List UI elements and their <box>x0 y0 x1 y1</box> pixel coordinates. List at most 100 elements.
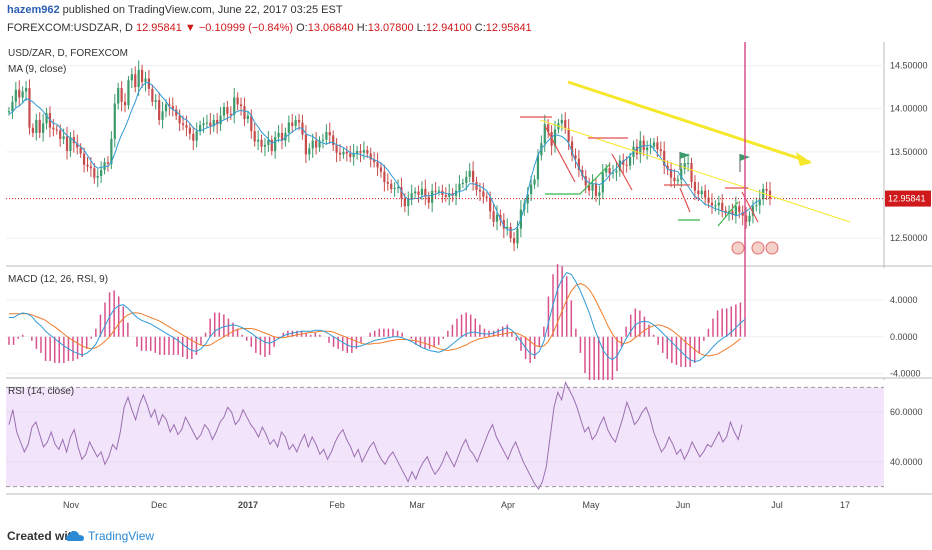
candle-body <box>669 169 673 178</box>
candle-body <box>373 159 376 163</box>
candle-body <box>11 101 14 112</box>
candle-body <box>611 172 615 174</box>
candle-body <box>427 196 430 203</box>
last-price: 12.95841 <box>135 22 182 34</box>
candle-body <box>745 215 748 222</box>
time-tick-label: May <box>582 500 600 510</box>
rsi-pane-title: RSI (14, close) <box>8 386 74 397</box>
candle-body <box>741 212 744 216</box>
candle-body <box>577 158 581 170</box>
candle-body <box>110 138 113 164</box>
candle-body <box>229 113 232 115</box>
candle-body <box>608 168 611 174</box>
candle-body <box>676 179 679 182</box>
candle-body <box>369 153 372 160</box>
candle-body <box>250 115 253 132</box>
candle-body <box>403 198 406 207</box>
time-tick-label: Jul <box>771 500 783 510</box>
candle-body <box>38 119 41 133</box>
ma-indicator-label: MA (9, close) <box>8 64 66 75</box>
low-value: 12.94100 <box>425 22 472 34</box>
candle-body <box>686 163 690 165</box>
candle-body <box>198 125 202 132</box>
candle-body <box>52 127 55 130</box>
candle-body <box>154 100 157 102</box>
candle-body <box>328 132 331 136</box>
candle-body <box>748 215 751 222</box>
candle-body <box>226 106 229 114</box>
candle-body <box>710 202 714 206</box>
candle-body <box>188 127 191 134</box>
candle-body <box>492 211 495 222</box>
candle-body <box>76 143 79 148</box>
candle-body <box>489 197 492 212</box>
candle-body <box>530 184 533 195</box>
candle-body <box>400 187 403 199</box>
candle-body <box>366 150 369 154</box>
candle-body <box>693 182 697 191</box>
candle-body <box>239 104 243 107</box>
tradingview-brand[interactable]: TradingView <box>88 529 155 543</box>
candle-body <box>396 187 400 189</box>
candle-body <box>7 111 11 113</box>
candle-body <box>362 150 366 153</box>
candle-body <box>219 115 222 125</box>
close-value: 12.95841 <box>485 22 532 34</box>
price-tick-label: 13.50000 <box>890 147 928 157</box>
candle-body <box>42 123 45 133</box>
down-arrow-icon: ▼ <box>184 22 196 34</box>
candle-body <box>475 182 478 190</box>
green-support-marks <box>545 163 739 227</box>
candle-body <box>615 170 618 173</box>
candle-body <box>700 190 703 195</box>
candle-body <box>253 131 256 142</box>
candle-body <box>151 88 154 102</box>
candle-body <box>499 214 502 220</box>
macd-tick-label: 0.0000 <box>890 332 918 342</box>
rsi-band <box>6 387 884 487</box>
last-price-marker <box>885 190 931 207</box>
time-tick-label: Mar <box>409 500 425 510</box>
economic-event-icon <box>731 241 745 255</box>
candle-body <box>100 169 103 176</box>
macd-tick-label: 4.0000 <box>890 295 918 305</box>
candle-body <box>233 97 236 115</box>
rsi-tick-label: 60.0000 <box>890 407 923 417</box>
candle-body <box>243 106 246 120</box>
macd-tick-label: -4.0000 <box>890 368 921 378</box>
flag-icon <box>680 152 690 159</box>
candle-body <box>325 132 328 140</box>
candle-body <box>69 137 72 151</box>
candle-body <box>646 147 649 151</box>
rsi-tick-label: 40.0000 <box>890 457 923 467</box>
candle-body <box>113 103 116 139</box>
candle-body <box>106 162 110 164</box>
candle-body <box>315 140 318 148</box>
candle-body <box>458 183 461 191</box>
created-with-label: Created with <box>7 529 80 543</box>
candle-body <box>59 130 62 139</box>
candle-body <box>222 106 226 116</box>
macd-signal-line <box>9 283 741 357</box>
author-name[interactable]: hazem962 <box>7 4 60 16</box>
candle-body <box>547 124 550 132</box>
candle-body <box>89 166 93 169</box>
candle-body <box>236 97 239 105</box>
candle-body <box>270 139 273 151</box>
candle-body <box>683 163 686 170</box>
price-change: −0.10999 (−0.84%) <box>198 22 294 34</box>
candle-body <box>93 168 96 178</box>
candle-body <box>291 122 294 126</box>
candle-body <box>181 123 185 126</box>
candle-body <box>758 199 761 206</box>
candle-body <box>383 171 386 183</box>
candle-body <box>321 139 325 141</box>
tradingview-cloud-icon <box>66 531 84 541</box>
candle-body <box>768 190 772 199</box>
candle-body <box>175 109 178 116</box>
chart-area[interactable]: 14.50000 14.00000 13.50000 12.50000 USD/ZAR,… <box>0 42 932 520</box>
time-tick-label: Dec <box>151 500 168 510</box>
time-tick-label: Jun <box>676 500 691 510</box>
candle-body <box>130 74 133 81</box>
candle-body <box>62 136 65 139</box>
